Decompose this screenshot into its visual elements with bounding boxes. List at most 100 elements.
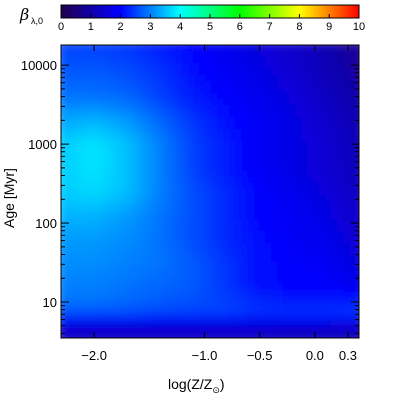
heatmap-cell: [73, 141, 80, 148]
heatmap-cell: [103, 177, 110, 184]
heatmap-cell: [157, 285, 164, 292]
heatmap-cell: [253, 243, 260, 250]
heatmap-cell: [247, 57, 254, 64]
heatmap-cell: [133, 273, 140, 280]
heatmap-cell: [223, 111, 230, 118]
heatmap-cell: [199, 135, 206, 142]
heatmap-cell: [157, 171, 164, 178]
heatmap-cell: [355, 279, 359, 286]
heatmap-cell: [181, 291, 188, 298]
heatmap-cell: [121, 117, 128, 124]
heatmap-cell: [109, 315, 116, 322]
heatmap-cell: [355, 249, 359, 256]
heatmap-cell: [235, 87, 242, 94]
heatmap-cell: [127, 45, 134, 52]
heatmap-cell: [139, 315, 146, 322]
heatmap-cell: [283, 243, 290, 250]
heatmap-cell: [271, 183, 278, 190]
heatmap-cell: [217, 303, 224, 310]
heatmap-cell: [253, 285, 260, 292]
heatmap-cell: [337, 111, 344, 118]
heatmap-cell: [271, 201, 278, 208]
heatmap-cell: [145, 129, 152, 136]
heatmap-cell: [127, 81, 134, 88]
heatmap-cell: [277, 273, 284, 280]
heatmap-cell: [265, 147, 272, 154]
heatmap-cell: [157, 117, 164, 124]
heatmap-cell: [85, 339, 92, 346]
heatmap-cell: [115, 165, 122, 172]
heatmap-cell: [337, 339, 344, 346]
heatmap-cell: [79, 225, 86, 232]
heatmap-cell: [187, 153, 194, 160]
heatmap-cell: [289, 273, 296, 280]
heatmap-cell: [121, 183, 128, 190]
heatmap-cell: [175, 165, 182, 172]
heatmap-cell: [343, 153, 350, 160]
heatmap-cell: [301, 207, 308, 214]
heatmap-cell: [199, 225, 206, 232]
heatmap-cell: [271, 255, 278, 262]
heatmap-cell: [163, 87, 170, 94]
heatmap-cell: [85, 279, 92, 286]
heatmap-cell: [277, 135, 284, 142]
heatmap-cell: [265, 303, 272, 310]
heatmap-cell: [127, 153, 134, 160]
heatmap-cell: [91, 225, 98, 232]
heatmap-cell: [265, 87, 272, 94]
heatmap-cell: [175, 231, 182, 238]
plot-frame: [60, 44, 360, 339]
heatmap-cell: [145, 177, 152, 184]
heatmap-cell: [289, 129, 296, 136]
heatmap-cell: [349, 309, 356, 316]
heatmap-cell: [139, 159, 146, 166]
heatmap-cell: [235, 135, 242, 142]
heatmap-cell: [211, 285, 218, 292]
heatmap-cell: [85, 237, 92, 244]
heatmap-cell: [205, 111, 212, 118]
heatmap-cell: [145, 171, 152, 178]
heatmap-cell: [211, 213, 218, 220]
heatmap-cell: [217, 189, 224, 196]
heatmap-cell: [313, 189, 320, 196]
heatmap-cell: [109, 309, 116, 316]
heatmap-cell: [199, 321, 206, 328]
heatmap-cell: [85, 327, 92, 334]
heatmap-cell: [79, 273, 86, 280]
heatmap-cell: [193, 171, 200, 178]
heatmap-cell: [115, 273, 122, 280]
heatmap-cell: [139, 105, 146, 112]
heatmap-cell: [217, 195, 224, 202]
heatmap-cell: [109, 237, 116, 244]
heatmap-cell: [97, 267, 104, 274]
heatmap-cell: [361, 117, 368, 124]
heatmap-cell: [181, 135, 188, 142]
heatmap-cell: [277, 93, 284, 100]
heatmap-cell: [301, 93, 308, 100]
heatmap-cell: [217, 225, 224, 232]
heatmap-cell: [223, 339, 230, 346]
heatmap-cell: [337, 255, 344, 262]
heatmap-cell: [271, 81, 278, 88]
heatmap-cell: [325, 87, 332, 94]
heatmap-cell: [301, 213, 308, 220]
heatmap-cell: [283, 135, 290, 142]
heatmap-cell: [205, 93, 212, 100]
heatmap-cell: [361, 237, 368, 244]
heatmap-cell: [97, 255, 104, 262]
heatmap-cell: [109, 303, 116, 310]
heatmap-cell: [181, 129, 188, 136]
heatmap-cell: [115, 111, 122, 118]
heatmap-cell: [85, 111, 92, 118]
heatmap-cell: [229, 195, 236, 202]
heatmap-cell: [121, 309, 128, 316]
heatmap-cell: [97, 69, 104, 76]
heatmap-cell: [103, 69, 110, 76]
heatmap-cell: [325, 81, 332, 88]
heatmap-cell: [235, 99, 242, 106]
heatmap-cell: [169, 177, 176, 184]
heatmap-cell: [187, 255, 194, 262]
heatmap-cell: [301, 159, 308, 166]
heatmap-cell: [169, 195, 176, 202]
heatmap-cell: [127, 213, 134, 220]
